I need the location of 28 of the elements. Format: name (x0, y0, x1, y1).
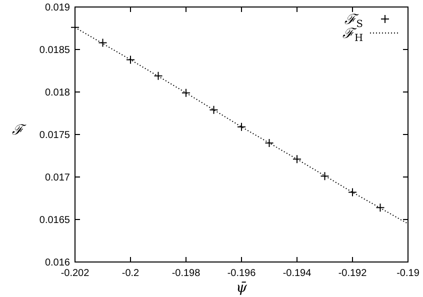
x-axis-title: ψ̄ (236, 280, 248, 296)
point (376, 203, 385, 212)
y-tick-label: 0.0175 (39, 130, 70, 141)
point (264, 138, 274, 148)
x-tick-label: -0.19 (396, 268, 420, 279)
point (209, 105, 218, 114)
x-tick-label: -0.196 (227, 268, 256, 279)
y-tick-label: 0.0165 (39, 215, 70, 226)
x-tick-label: -0.192 (338, 268, 368, 279)
x-tick-label: -0.198 (172, 268, 201, 279)
y-tick-label: 0.019 (44, 2, 70, 14)
y-tick-label: 0.018 (44, 88, 70, 98)
point (320, 172, 330, 181)
point (182, 88, 190, 98)
point (237, 122, 246, 132)
point (154, 71, 163, 80)
point (348, 188, 357, 197)
x-tick-label: -0.202 (60, 268, 90, 279)
point (126, 55, 135, 64)
legend-label: ℱ$_{H}$ (342, 26, 363, 44)
point (292, 154, 302, 164)
y-tick-label: 0.017 (44, 172, 70, 184)
y-tick-label: 0.0185 (39, 45, 70, 56)
x-tick-label: -0.194 (282, 268, 312, 279)
x-tick-label: -0.2 (122, 268, 140, 279)
y-axis-title: ℱ (12, 122, 27, 138)
point (98, 38, 108, 48)
y-tick-label: 0.016 (44, 258, 70, 268)
